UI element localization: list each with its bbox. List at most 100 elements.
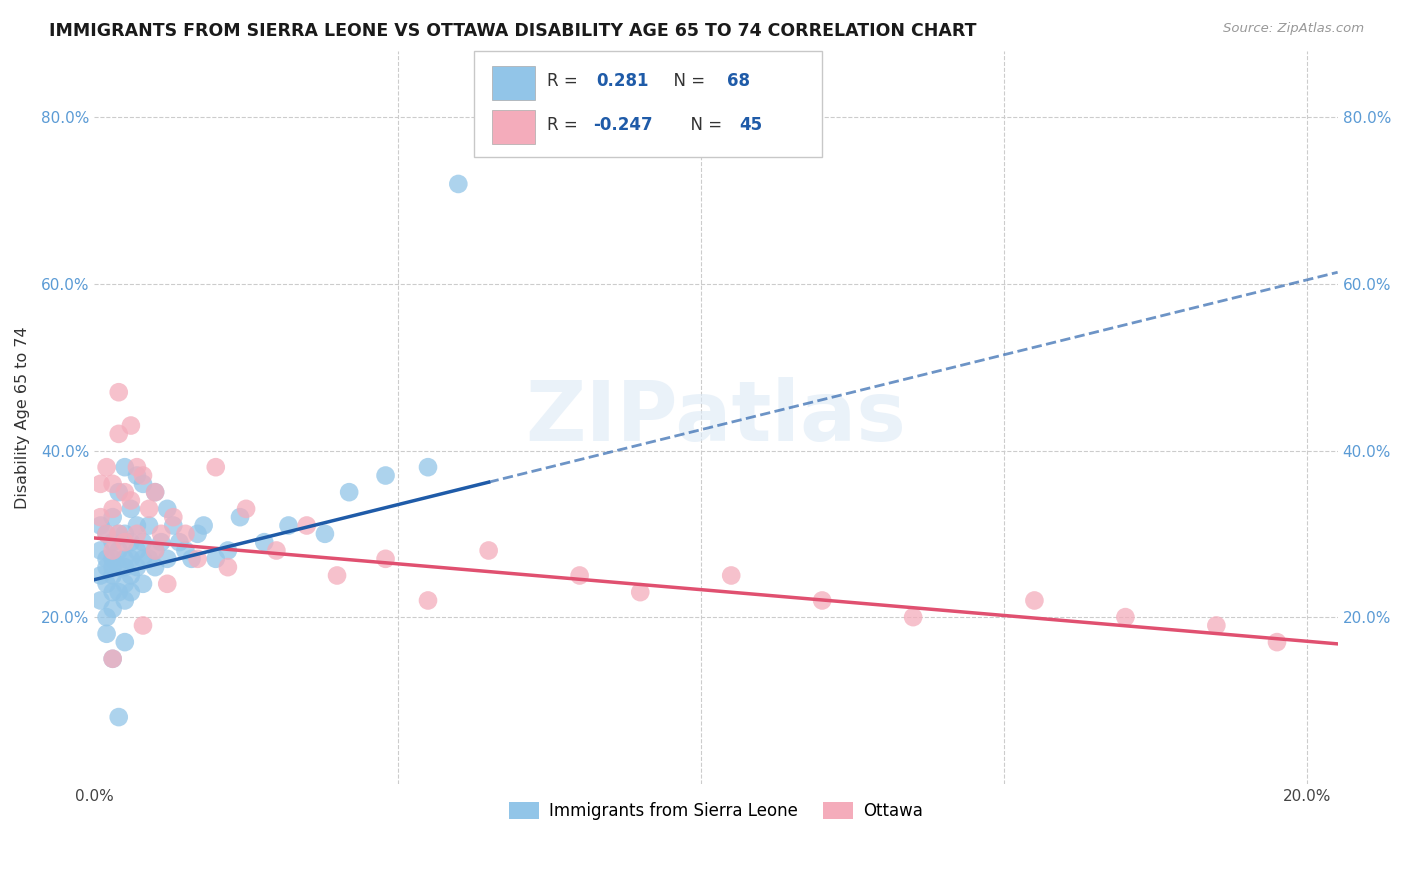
Point bbox=[253, 535, 276, 549]
Point bbox=[120, 535, 142, 549]
Point bbox=[901, 610, 924, 624]
Point bbox=[1205, 618, 1227, 632]
Point bbox=[193, 518, 215, 533]
FancyBboxPatch shape bbox=[492, 110, 534, 144]
Point bbox=[107, 385, 129, 400]
Point bbox=[132, 551, 155, 566]
Point bbox=[114, 593, 136, 607]
Point bbox=[125, 460, 148, 475]
Text: N =: N = bbox=[681, 116, 727, 135]
Point bbox=[568, 568, 591, 582]
Point bbox=[120, 501, 142, 516]
Point bbox=[107, 526, 129, 541]
Point bbox=[96, 460, 118, 475]
Point bbox=[169, 535, 191, 549]
Point bbox=[107, 710, 129, 724]
Point bbox=[107, 560, 129, 574]
Point bbox=[107, 585, 129, 599]
Point bbox=[101, 535, 124, 549]
Point bbox=[180, 551, 202, 566]
Point bbox=[374, 468, 396, 483]
Point bbox=[120, 551, 142, 566]
Point bbox=[107, 426, 129, 441]
Text: ZIPatlas: ZIPatlas bbox=[526, 376, 907, 458]
Text: R =: R = bbox=[547, 116, 583, 135]
Point bbox=[217, 543, 239, 558]
Point bbox=[162, 518, 184, 533]
Point bbox=[174, 526, 197, 541]
Point bbox=[120, 493, 142, 508]
Point bbox=[125, 560, 148, 574]
Text: IMMIGRANTS FROM SIERRA LEONE VS OTTAWA DISABILITY AGE 65 TO 74 CORRELATION CHART: IMMIGRANTS FROM SIERRA LEONE VS OTTAWA D… bbox=[49, 22, 977, 40]
Point bbox=[204, 460, 226, 475]
Point bbox=[1265, 635, 1288, 649]
Point bbox=[101, 551, 124, 566]
Point bbox=[204, 551, 226, 566]
Point bbox=[174, 543, 197, 558]
Text: Source: ZipAtlas.com: Source: ZipAtlas.com bbox=[1223, 22, 1364, 36]
Point bbox=[125, 468, 148, 483]
Point bbox=[156, 551, 179, 566]
Point bbox=[162, 510, 184, 524]
Point bbox=[156, 501, 179, 516]
Point bbox=[96, 526, 118, 541]
Point bbox=[478, 543, 501, 558]
Point bbox=[720, 568, 742, 582]
Point bbox=[96, 560, 118, 574]
Point bbox=[138, 551, 160, 566]
Point bbox=[277, 518, 299, 533]
Point bbox=[107, 485, 129, 500]
Point bbox=[266, 543, 288, 558]
Point bbox=[295, 518, 318, 533]
Point bbox=[132, 535, 155, 549]
Point bbox=[101, 501, 124, 516]
Point bbox=[143, 485, 166, 500]
Point bbox=[138, 518, 160, 533]
Point bbox=[90, 543, 112, 558]
Point bbox=[101, 652, 124, 666]
Point bbox=[143, 543, 166, 558]
Legend: Immigrants from Sierra Leone, Ottawa: Immigrants from Sierra Leone, Ottawa bbox=[502, 795, 929, 827]
Text: 68: 68 bbox=[727, 72, 751, 90]
Point bbox=[90, 568, 112, 582]
Point bbox=[96, 576, 118, 591]
Point bbox=[1114, 610, 1136, 624]
Point bbox=[101, 585, 124, 599]
Point bbox=[101, 652, 124, 666]
Point bbox=[143, 485, 166, 500]
Point bbox=[811, 593, 834, 607]
Point bbox=[314, 526, 336, 541]
Point bbox=[101, 543, 124, 558]
FancyBboxPatch shape bbox=[474, 51, 821, 157]
Point bbox=[1024, 593, 1046, 607]
Point bbox=[96, 627, 118, 641]
Point bbox=[120, 418, 142, 433]
Point bbox=[96, 551, 118, 566]
Text: 45: 45 bbox=[740, 116, 763, 135]
Point bbox=[107, 526, 129, 541]
Point bbox=[337, 485, 360, 500]
Point bbox=[447, 177, 470, 191]
Point bbox=[138, 501, 160, 516]
Point bbox=[235, 501, 257, 516]
Point bbox=[101, 602, 124, 616]
Point bbox=[114, 535, 136, 549]
Point bbox=[120, 568, 142, 582]
Point bbox=[143, 560, 166, 574]
Point bbox=[628, 585, 651, 599]
Point bbox=[90, 518, 112, 533]
Point bbox=[114, 635, 136, 649]
Point bbox=[132, 576, 155, 591]
Point bbox=[132, 468, 155, 483]
Point bbox=[114, 460, 136, 475]
Y-axis label: Disability Age 65 to 74: Disability Age 65 to 74 bbox=[15, 326, 30, 508]
Point bbox=[132, 618, 155, 632]
Point bbox=[125, 543, 148, 558]
Text: 0.281: 0.281 bbox=[596, 72, 650, 90]
Point bbox=[125, 518, 148, 533]
Point bbox=[114, 551, 136, 566]
Point bbox=[150, 535, 173, 549]
Point bbox=[416, 460, 439, 475]
Text: N =: N = bbox=[662, 72, 710, 90]
Point bbox=[96, 610, 118, 624]
